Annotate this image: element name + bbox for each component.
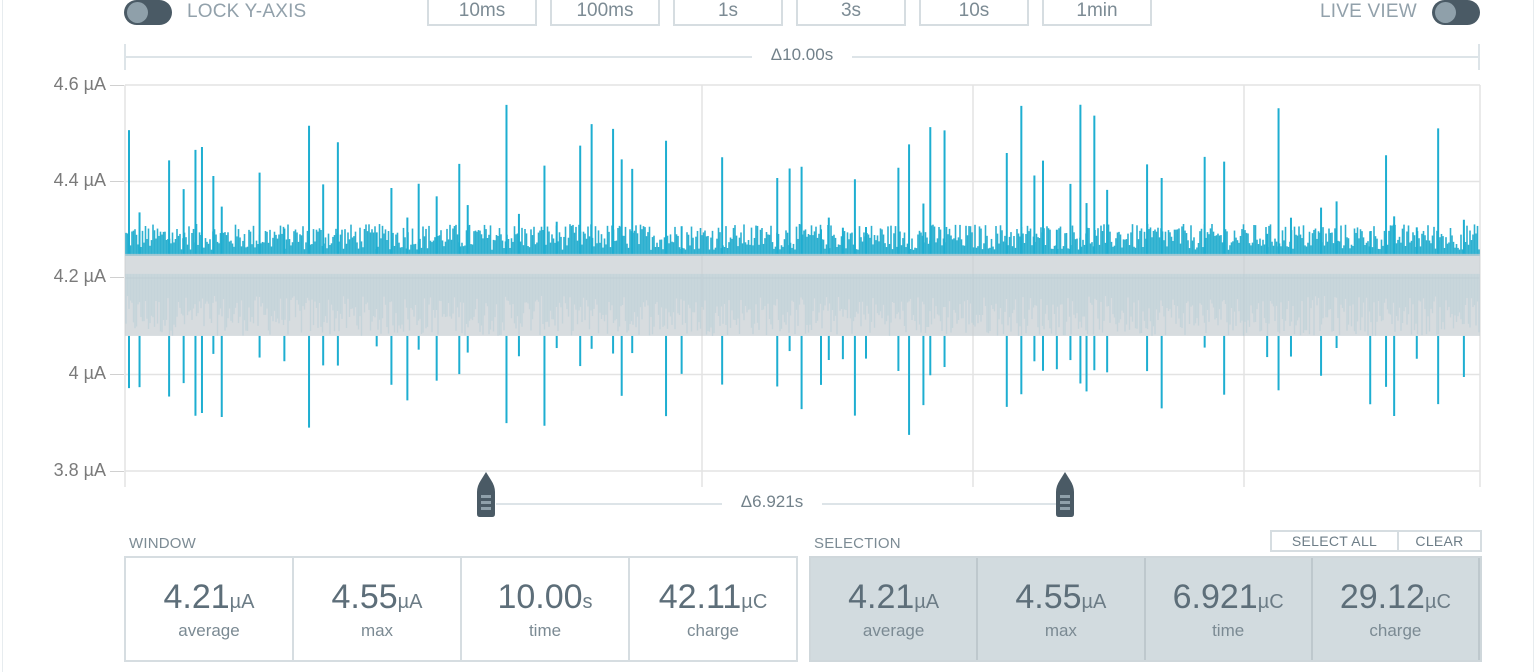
stat-unit: µA xyxy=(397,591,423,613)
y-tick-mark xyxy=(110,374,124,375)
y-tick-label: 4.6 µA xyxy=(53,74,106,94)
stat-unit: µC xyxy=(1257,591,1284,613)
lock-y-axis-label: LOCK Y-AXIS xyxy=(187,1,307,22)
y-tick-label: 4.4 µA xyxy=(53,170,106,190)
stat-label: average xyxy=(178,621,240,640)
cursor-left-handle[interactable] xyxy=(476,472,496,518)
stat-unit: s xyxy=(582,591,593,613)
stat-label: time xyxy=(1212,621,1245,640)
window-1s-button[interactable]: 1s xyxy=(673,0,783,26)
y-tick-mark xyxy=(110,471,124,472)
stat-unit: µC xyxy=(741,591,768,613)
stat-unit: µA xyxy=(229,591,255,613)
selection-band xyxy=(125,253,1480,336)
stat-value: 42.11 xyxy=(658,578,742,616)
y-tick-mark xyxy=(110,277,124,278)
lock-y-axis-toggle[interactable] xyxy=(124,0,172,25)
clear-selection-button[interactable]: CLEAR xyxy=(1399,530,1482,552)
stat-label: time xyxy=(528,621,562,640)
stat-unit: µA xyxy=(1081,591,1107,613)
select-all-button[interactable]: SELECT ALL xyxy=(1270,530,1399,552)
stat-unit: µA xyxy=(914,591,940,613)
stat-label: charge xyxy=(1369,621,1422,640)
window-10s-button[interactable]: 10s xyxy=(919,0,1029,26)
window-size-buttons: 10ms 100ms 1s 3s 10s 1min xyxy=(427,0,1152,26)
window-stats-title: WINDOW xyxy=(129,535,197,552)
signal-trace xyxy=(125,104,1480,256)
window-max-cell: 4.55µA max xyxy=(294,558,462,660)
selection-average-cell: 4.21µA average xyxy=(811,558,979,660)
window-time-cell: 10.00s time xyxy=(462,558,630,660)
frame-border-left xyxy=(2,0,3,672)
y-tick-mark xyxy=(110,85,124,86)
stat-label: average xyxy=(862,621,925,640)
toggle-knob xyxy=(127,2,148,23)
window-average-cell: 4.21µA average xyxy=(126,558,294,660)
cursor-right-handle[interactable] xyxy=(1055,472,1075,518)
selection-time-cell: 6.921µC time xyxy=(1146,558,1313,660)
window-range-start-tick xyxy=(124,44,126,70)
y-tick-label: 3.8 µA xyxy=(53,460,106,480)
selection-max-cell: 4.55µA max xyxy=(978,558,1146,660)
frame-border-right xyxy=(1533,0,1534,672)
stat-value: 4.55 xyxy=(1015,578,1082,616)
stat-unit: µC xyxy=(1424,591,1451,613)
window-range-end-tick xyxy=(1478,44,1480,70)
y-tick-label: 4.2 µA xyxy=(53,266,106,286)
selection-stats-title: SELECTION xyxy=(814,535,901,552)
window-1min-button[interactable]: 1min xyxy=(1042,0,1152,26)
live-view-label: LIVE VIEW xyxy=(1320,1,1417,22)
window-charge-cell: 42.11µC charge xyxy=(630,558,796,660)
window-stats-panel: 4.21µA average 4.55µA max 10.00s time 42… xyxy=(124,556,798,662)
window-10ms-button[interactable]: 10ms xyxy=(427,0,537,26)
stat-label: charge xyxy=(687,621,739,640)
window-100ms-button[interactable]: 100ms xyxy=(550,0,660,26)
selection-stats-panel: 4.21µA average 4.55µA max 6.921µC time 2… xyxy=(809,556,1482,662)
toggle-knob xyxy=(1435,2,1456,23)
stat-value: 29.12 xyxy=(1339,578,1425,616)
live-view-toggle[interactable] xyxy=(1432,0,1480,25)
stat-value: 4.21 xyxy=(848,578,915,616)
y-tick-label: 4 µA xyxy=(68,363,106,383)
stat-value: 10.00 xyxy=(497,578,583,616)
stat-label: max xyxy=(1044,621,1077,640)
stat-value: 4.21 xyxy=(163,578,230,616)
window-range-label: Δ10.00s xyxy=(752,45,852,65)
stat-label: max xyxy=(360,621,394,640)
window-3s-button[interactable]: 3s xyxy=(796,0,906,26)
stat-value: 6.921 xyxy=(1172,578,1258,616)
y-tick-mark xyxy=(110,181,124,182)
selection-charge-cell: 29.12µC charge xyxy=(1313,558,1480,660)
selection-buttons: SELECT ALL CLEAR xyxy=(1270,530,1482,552)
cursor-range-label: Δ6.921s xyxy=(722,492,822,512)
stat-value: 4.55 xyxy=(331,578,398,616)
